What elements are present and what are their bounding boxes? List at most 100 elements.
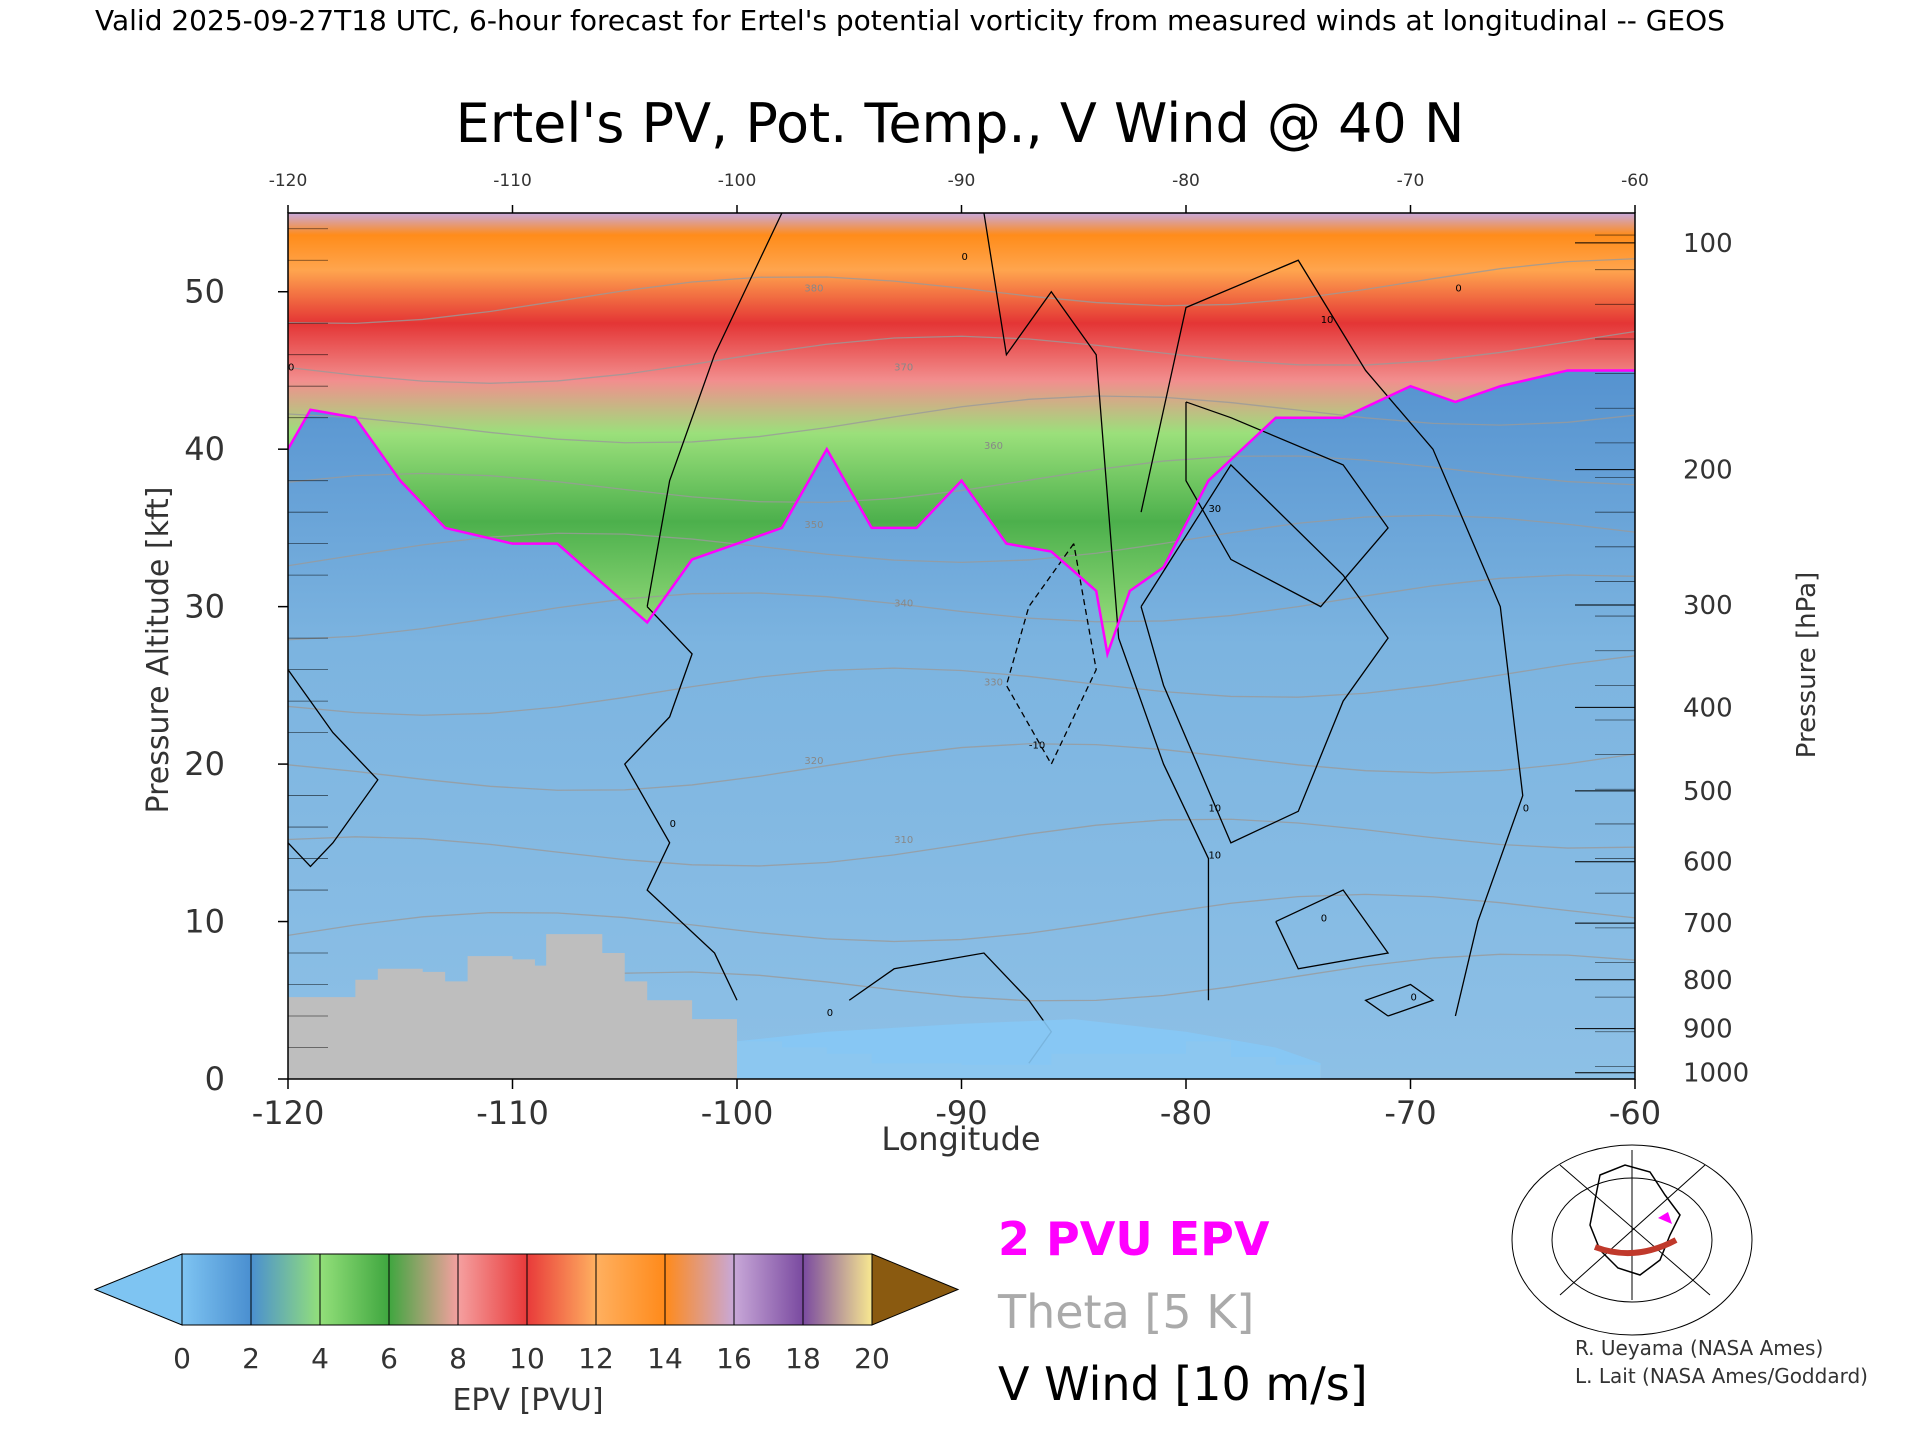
theta-contour-label: 360 xyxy=(984,441,1003,452)
colorbar-segment xyxy=(733,1253,804,1326)
wind-contour-line xyxy=(1140,463,1389,844)
x-axis-label: Longitude xyxy=(881,1120,1040,1158)
x-tick-label: -90 xyxy=(935,1094,987,1132)
x-tick-label: -100 xyxy=(701,1094,774,1132)
wind-contour-line xyxy=(1185,401,1389,608)
y-tick-label: 0 xyxy=(205,1060,225,1098)
pressure-tick-label: 1000 xyxy=(1683,1059,1749,1089)
x-tick-label: -70 xyxy=(1384,1094,1436,1132)
wind-contour-line xyxy=(646,213,783,607)
wind-contour-label: 10 xyxy=(1208,803,1221,814)
y-tick-label: 20 xyxy=(184,745,225,783)
theta-contours: 380 370 360 350 340 330 320 310 xyxy=(288,258,1635,1017)
pressure-tick-label: 200 xyxy=(1683,456,1733,486)
colorbar-tick-label: 4 xyxy=(311,1342,329,1375)
wind-contour-label: 0 xyxy=(288,362,294,373)
colorbar-tick-label: 14 xyxy=(647,1342,683,1375)
x-tick-label-top: -70 xyxy=(1397,171,1425,191)
colorbar-tick-label: 8 xyxy=(449,1342,467,1375)
chart-title: Ertel's PV, Pot. Temp., V Wind @ 40 N xyxy=(456,92,1465,155)
legend-pv-contour: 2 PVU EPV xyxy=(998,1212,1270,1266)
colorbar-segment xyxy=(250,1253,321,1326)
colorbar-label: EPV [PVU] xyxy=(452,1383,603,1418)
x-tick-label: -110 xyxy=(476,1094,549,1132)
pressure-tick-label: 600 xyxy=(1683,848,1733,878)
wind-contour-label: 10 xyxy=(1321,315,1334,326)
theta-contour-label: 330 xyxy=(984,677,1003,688)
y-tick-label: 40 xyxy=(184,430,225,468)
wind-contour-label: 0 xyxy=(1411,992,1417,1003)
pressure-tick-label: 500 xyxy=(1683,777,1733,807)
section-line xyxy=(1593,1237,1678,1257)
wind-contour-line xyxy=(1275,889,1390,970)
colorbar-segment xyxy=(319,1253,390,1326)
y-tick-label: 50 xyxy=(184,273,225,311)
theta-contour-line xyxy=(288,258,1635,325)
map-meridian-3 xyxy=(1559,1164,1706,1296)
x-tick-label-top: -60 xyxy=(1621,171,1649,191)
colorbar-segment xyxy=(457,1253,528,1326)
wind-contour-label: 0 xyxy=(1523,803,1529,814)
pressure-axis-ticks: 1000 900 800 700 600 500 400 300 200 100 xyxy=(1575,229,1749,1089)
valid-time-header: Valid 2025-09-27T18 UTC, 6-hour forecast… xyxy=(95,4,1725,37)
colorbar-tick-label: 6 xyxy=(380,1342,398,1375)
colorbar-tick-label: 12 xyxy=(578,1342,614,1375)
y-tick-label: 30 xyxy=(184,588,225,626)
theta-contour-label: 320 xyxy=(804,756,823,767)
pv2-tropopause-contour xyxy=(288,369,1635,659)
wind-contour-line xyxy=(623,606,738,1001)
theta-contour-label: 340 xyxy=(894,599,913,610)
theta-contour-line xyxy=(288,893,1635,943)
wind-contour-line xyxy=(1140,259,1524,1017)
theta-contour-line xyxy=(288,395,1635,444)
colorbar-segment xyxy=(595,1253,666,1326)
colorbar-tick-label: 20 xyxy=(854,1342,890,1375)
colorbar-segment xyxy=(181,1253,252,1326)
wind-contour-label: 0 xyxy=(1321,914,1327,925)
wind-contour-label: 0 xyxy=(962,252,968,263)
x-tick-label-top: -110 xyxy=(493,171,532,191)
locator-map-bg xyxy=(1538,1150,1733,1300)
colorbar-tick-label: 18 xyxy=(785,1342,821,1375)
map-graticule-outer xyxy=(1511,1144,1753,1336)
colorbar-tick-label: 10 xyxy=(509,1342,545,1375)
wind-contour-label: 30 xyxy=(1208,504,1221,515)
theta-contour-label: 380 xyxy=(804,284,823,295)
map-meridian-2 xyxy=(1559,1164,1711,1296)
credit-line-2: L. Lait (NASA Ames/Goddard) xyxy=(1575,1364,1868,1388)
pressure-axis-label: Pressure [hPa] xyxy=(1792,572,1822,759)
x-tick-label: -60 xyxy=(1609,1094,1661,1132)
colorbar-segment xyxy=(526,1253,597,1326)
colorbar-segment xyxy=(664,1253,735,1326)
credit-line-1: R. Ueyama (NASA Ames) xyxy=(1575,1336,1823,1360)
colorbar-tick-label: 2 xyxy=(242,1342,260,1375)
x-tick-label-top: -100 xyxy=(718,171,757,191)
theta-contour-label: 370 xyxy=(894,362,913,373)
theta-contour-line xyxy=(288,330,1635,384)
x-tick-label: -120 xyxy=(252,1094,325,1132)
pressure-tick-label: 300 xyxy=(1683,591,1733,621)
pressure-tick-label: 400 xyxy=(1683,693,1733,723)
x-tick-label-top: -80 xyxy=(1172,171,1200,191)
plot-area: 380 370 360 350 340 330 320 310 0 0 0 0 10 30 10 0 -10 1… xyxy=(288,213,1635,1079)
wind-contour-label: 0 xyxy=(827,1008,833,1019)
epv-colorbar: 0 2 4 6 8 10 12 14 16 18 20 xyxy=(93,1253,960,1375)
theta-contour-line xyxy=(288,514,1635,567)
colorbar-segment xyxy=(388,1253,459,1326)
stratosphere-fill xyxy=(288,213,1635,654)
theta-contour-line xyxy=(288,455,1635,504)
wind-contour-line xyxy=(1364,983,1435,1017)
x-tick-label-top: -90 xyxy=(948,171,976,191)
theta-contour-line xyxy=(288,574,1635,641)
wind-contour-line xyxy=(983,213,1210,1001)
terrain-mask xyxy=(288,934,1321,1079)
colorbar-low-arrow xyxy=(93,1253,183,1326)
pressure-tick-label: 900 xyxy=(1683,1015,1733,1045)
wind-contour-label: -10 xyxy=(1029,740,1045,751)
legend-wind: V Wind [10 m/s] xyxy=(998,1357,1368,1411)
x-axis-ticks: -120-120-110-110-100-100-90-90-80-80-70-… xyxy=(252,171,1661,1132)
theta-contour-label: 310 xyxy=(894,835,913,846)
locator-map xyxy=(1511,1144,1753,1336)
